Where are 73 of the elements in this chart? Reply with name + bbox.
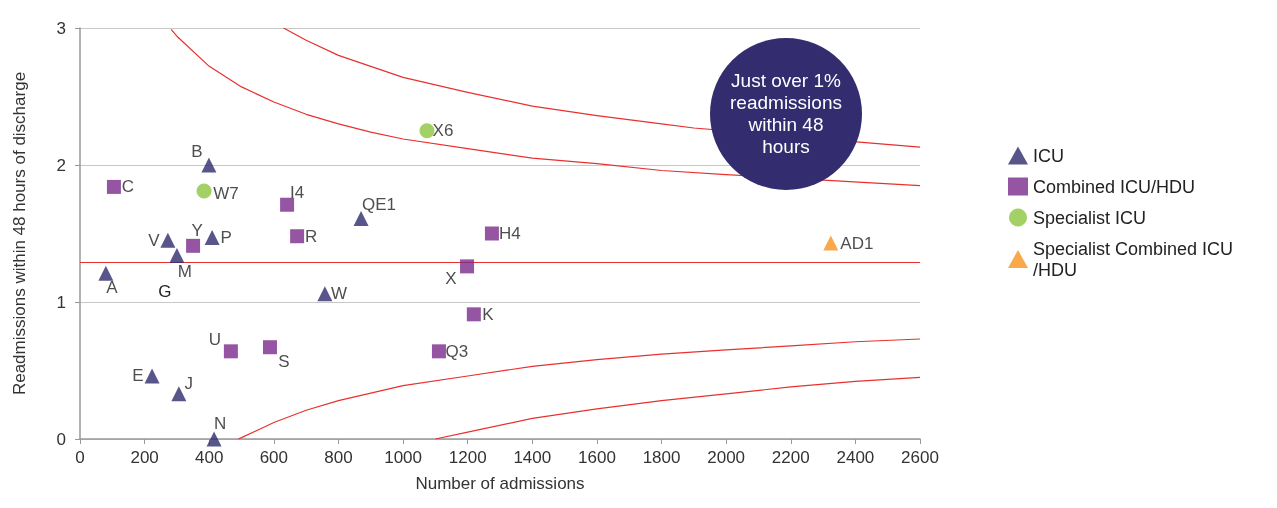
point	[206, 431, 222, 447]
data-label: E	[132, 366, 144, 386]
legend-label: Specialist ICU	[1033, 207, 1147, 228]
point	[823, 235, 839, 251]
data-label: M	[177, 261, 193, 281]
data-label: U	[208, 329, 222, 349]
data-label: X	[445, 268, 457, 288]
x-tick-label: 1200	[448, 448, 487, 467]
data-label: Q3	[445, 341, 469, 361]
point	[169, 247, 185, 263]
data-label: H4	[499, 224, 521, 243]
y-tick-label: 1	[56, 292, 66, 312]
legend-label: Specialist Combined ICU/HDU	[1033, 238, 1234, 280]
legend-label: ICU	[1033, 145, 1064, 166]
data-label: A	[106, 277, 119, 297]
point	[484, 226, 499, 241]
point	[466, 307, 481, 322]
legend-label: Combined ICU/HDU	[1033, 176, 1196, 197]
point	[201, 157, 217, 173]
y-axis-title: Readmissions within 48 hours of discharge	[10, 71, 29, 396]
point	[186, 238, 201, 253]
line-series	[237, 338, 921, 440]
x-tick-label: 1800	[642, 448, 681, 467]
point	[171, 386, 187, 402]
x-tick-label: 2600	[901, 448, 939, 467]
line-series	[434, 376, 921, 440]
point	[106, 179, 121, 194]
line-series	[170, 28, 921, 187]
x-tick-label: 2400	[836, 448, 875, 467]
data-label: Y	[191, 221, 203, 241]
x-tick-label: 1000	[384, 448, 422, 467]
annotation: G	[158, 281, 172, 301]
data-label: QE1	[362, 194, 397, 214]
point	[98, 265, 114, 281]
data-label: W7	[213, 183, 239, 203]
x-tick-label: 800	[324, 448, 353, 467]
data-label: W	[330, 284, 347, 304]
point	[280, 197, 295, 212]
y-tick-label: 2	[56, 155, 66, 175]
y-tick-label: 3	[56, 18, 66, 38]
data-label: K	[482, 304, 495, 324]
data-label: S	[278, 351, 290, 371]
point	[223, 344, 238, 359]
point	[204, 230, 220, 246]
point	[262, 340, 277, 355]
x-tick-label: 2000	[707, 448, 746, 467]
x-axis-title: Number of admissions	[415, 474, 585, 493]
data-label: C	[121, 177, 135, 197]
x-tick-label: 1400	[513, 448, 552, 467]
x-tick-label: 1600	[578, 448, 616, 467]
data-label: I4	[290, 183, 305, 203]
x-tick-label: 0	[75, 448, 85, 467]
data-label: P	[220, 228, 232, 248]
data-label: R	[304, 226, 318, 246]
data-label: B	[191, 141, 203, 161]
data-label: X6	[432, 121, 454, 141]
data-label: N	[213, 413, 227, 433]
point	[460, 259, 475, 274]
point	[317, 286, 333, 302]
x-tick-label: 2200	[771, 448, 810, 467]
x-tick-label: 200	[130, 448, 159, 467]
data-label: J	[184, 374, 194, 394]
data-label: AD1	[840, 233, 874, 253]
point	[290, 229, 305, 244]
point	[431, 344, 446, 359]
point	[419, 123, 435, 139]
data-label: V	[148, 230, 161, 250]
point	[160, 232, 176, 248]
point	[196, 183, 212, 199]
x-tick-label: 600	[259, 448, 289, 467]
x-tick-label: 400	[195, 448, 224, 467]
y-tick-label: 0	[56, 429, 66, 449]
point	[144, 368, 160, 384]
